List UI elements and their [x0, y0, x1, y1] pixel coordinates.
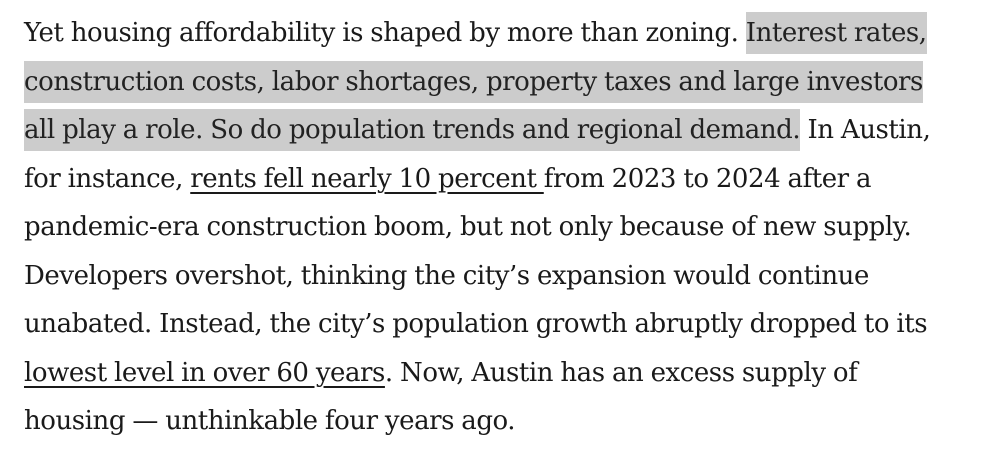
text-line: for instance, rents fell nearly 10 perce…	[24, 155, 974, 204]
sentence-text: Yet housing affordability is shaped by m…	[24, 18, 746, 48]
sentence-text: from 2023 to 2024 after a	[543, 163, 872, 194]
highlighted-text[interactable]: Interest rates,	[745, 12, 927, 54]
text-line: unabated. Instead, the city’s population…	[24, 300, 974, 349]
sentence-text: . Now, Austin has an excess supply of	[384, 357, 858, 388]
rents-fell-link[interactable]: rents fell nearly 10 percent	[190, 163, 544, 194]
highlighted-text[interactable]: all play a role. So do population trends…	[24, 109, 801, 151]
text-line: housing — unthinkable four years ago.	[24, 397, 974, 446]
sentence-text: housing — unthinkable four years ago.	[24, 406, 516, 436]
lowest-level-link[interactable]: lowest level in over 60 years	[24, 357, 385, 388]
article-body: Yet housing affordability is shaped by m…	[24, 9, 974, 446]
sentence-text: Developers overshot, thinking the city’s…	[24, 260, 869, 291]
sentence-text: unabated. Instead, the city’s population…	[24, 309, 928, 339]
text-line: all play a role. So do population trends…	[24, 106, 974, 155]
text-line: Yet housing affordability is shaped by m…	[24, 9, 974, 58]
sentence-text: pandemic-era construction boom, but not …	[24, 212, 912, 242]
highlighted-text[interactable]: construction costs, labor shortages, pro…	[24, 60, 923, 103]
text-line: construction costs, labor shortages, pro…	[24, 58, 974, 107]
text-line: Developers overshot, thinking the city’s…	[24, 252, 974, 301]
sentence-text: In Austin,	[800, 115, 931, 145]
sentence-text: for instance,	[24, 163, 191, 194]
text-line: pandemic-era construction boom, but not …	[24, 203, 974, 252]
article-paragraph: Yet housing affordability is shaped by m…	[24, 9, 974, 446]
text-line: lowest level in over 60 years. Now, Aust…	[24, 349, 974, 398]
